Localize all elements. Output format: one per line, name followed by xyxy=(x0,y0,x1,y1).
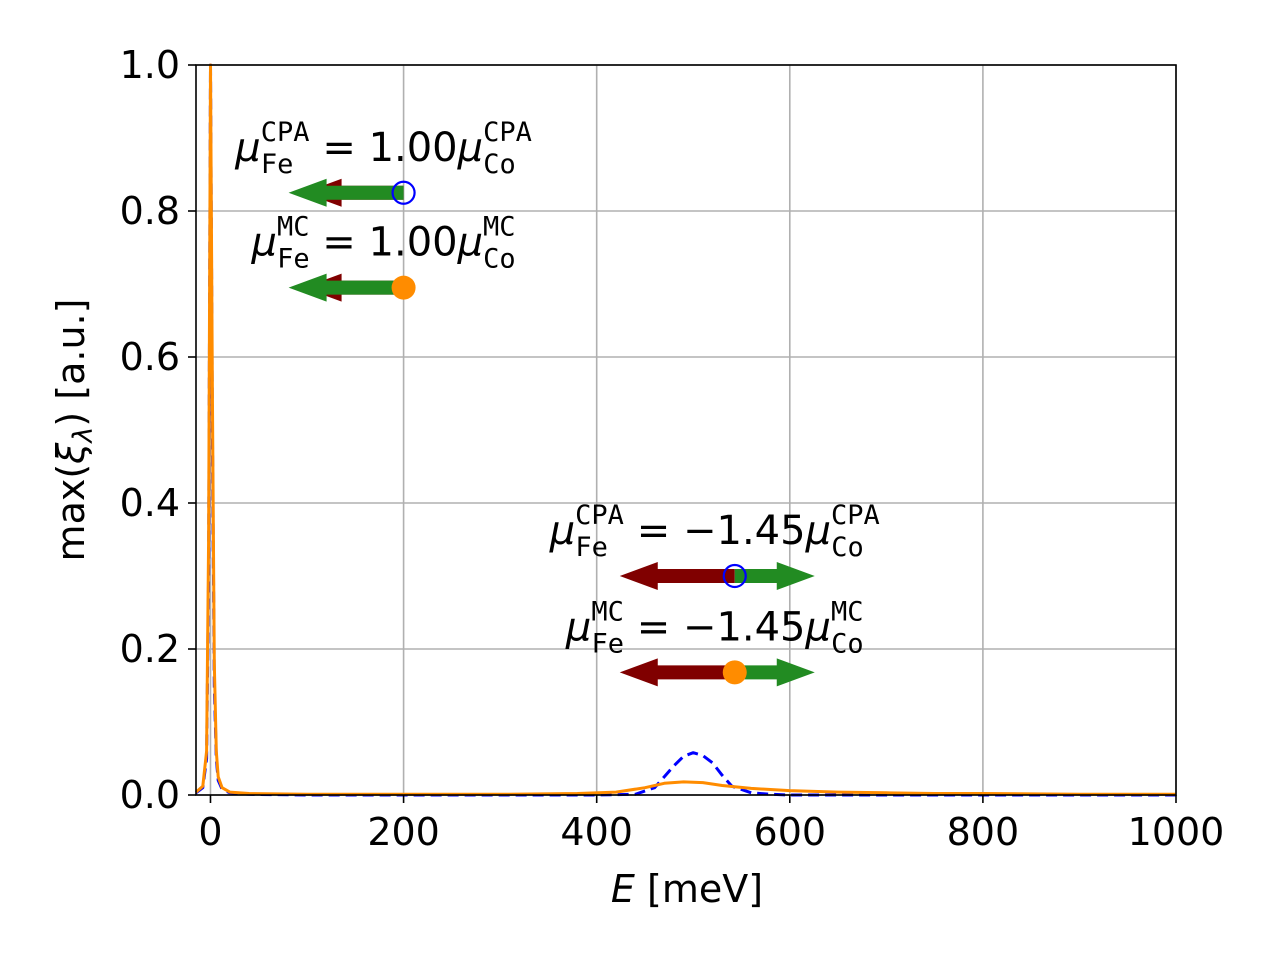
annotation-1: μMC Fe = 1.00μMC Co xyxy=(250,212,516,302)
y-tick-label: 0.8 xyxy=(120,189,180,233)
x-axis-label-unit: [meV] xyxy=(635,867,763,911)
moment-arrow xyxy=(734,658,815,687)
annotation-2: μCPA Fe = −1.45μCPA Co xyxy=(549,500,880,590)
annotation-0: μCPA Fe = 1.00μCPA Co xyxy=(234,117,532,207)
marker-filled-circle xyxy=(391,275,416,300)
y-axis-label-post: ) [a.u.] xyxy=(49,299,93,427)
annotation-text-part: μ xyxy=(565,604,591,650)
annotation-text-part: μ xyxy=(250,220,276,266)
y-axis-label-pre: max( xyxy=(49,464,93,562)
y-tick-label: 0.6 xyxy=(120,335,180,379)
annotation-text-part: MC xyxy=(831,596,864,627)
annotation-text-part: CPA xyxy=(483,117,532,148)
y-axis-label-sub: λ xyxy=(68,427,99,445)
x-tick-label: 200 xyxy=(367,810,440,854)
annotation-text-part: Fe xyxy=(575,532,608,563)
annotation-text-part: MC xyxy=(277,212,310,243)
y-axis-label-var: ξ xyxy=(49,442,93,465)
annotation-text-part: = 1.00 xyxy=(310,125,458,171)
moment-arrow xyxy=(734,562,815,590)
annotation-text-part: μ xyxy=(805,508,831,554)
annotation-text-part: = 1.00 xyxy=(310,220,458,266)
annotation-label: μMC Fe = 1.00μMC Co xyxy=(250,212,515,275)
annotation-label: μMC Fe = −1.45μMC Co xyxy=(565,596,864,659)
annotation-text-part: Fe xyxy=(261,149,294,180)
annotation-label: μCPA Fe = 1.00μCPA Co xyxy=(234,117,532,180)
x-axis-label: E [meV] xyxy=(611,867,763,911)
annotation-text-part: MC xyxy=(483,212,516,243)
annotation-text-part: μ xyxy=(457,125,483,171)
moment-arrow xyxy=(619,658,735,687)
x-axis-label-var: E xyxy=(611,867,635,911)
x-tick-label: 800 xyxy=(947,810,1020,854)
plot-frame xyxy=(195,64,1177,796)
annotation-text-part: MC xyxy=(591,596,624,627)
moment-arrow xyxy=(288,273,404,302)
moment-arrow xyxy=(619,562,735,590)
series-group xyxy=(195,63,1176,797)
marker-filled-circle xyxy=(722,660,747,685)
annotation-text-part: μ xyxy=(549,508,575,554)
annotation-label: μCPA Fe = −1.45μCPA Co xyxy=(549,500,880,563)
y-tick-label: 0.2 xyxy=(120,627,180,671)
annotation-text-part: Co xyxy=(483,244,516,275)
moment-arrow xyxy=(288,178,404,207)
annotation-text-part: CPA xyxy=(575,500,624,531)
annotation-text-part: Co xyxy=(831,532,864,563)
annotation-text-part: CPA xyxy=(261,117,310,148)
marker-open-circle xyxy=(722,563,747,589)
annotation-text-part: Fe xyxy=(591,628,624,659)
annotation-text-part: = −1.45 xyxy=(624,604,806,650)
y-ticks: 0.0 0.2 0.4 0.6 0.8 1.0 xyxy=(120,43,196,817)
annotation-text-part: μ xyxy=(805,604,831,650)
annotation-text-part: μ xyxy=(234,125,260,171)
x-tick-label: 0 xyxy=(198,810,222,854)
y-tick-label: 0.0 xyxy=(120,773,180,817)
x-tick-label: 1000 xyxy=(1128,810,1225,854)
x-tick-label: 400 xyxy=(560,810,633,854)
x-tick-label: 600 xyxy=(754,810,827,854)
x-ticks: 0 200 400 600 800 1000 xyxy=(198,795,1224,854)
y-tick-label: 1.0 xyxy=(120,43,180,87)
y-axis-label: max(ξλ) [a.u.] xyxy=(49,299,99,562)
annotation-text-part: μ xyxy=(457,220,483,266)
series-line-solid xyxy=(195,63,1176,796)
annotation-text-part: Co xyxy=(483,149,516,180)
annotation-text-part: CPA xyxy=(831,500,880,531)
annotation-text-part: Fe xyxy=(277,244,310,275)
annotation-text-part: Co xyxy=(831,628,864,659)
marker-open-circle xyxy=(391,180,416,205)
annotation-3: μMC Fe = −1.45μMC Co xyxy=(565,596,864,687)
annotation-text-part: = −1.45 xyxy=(624,508,806,554)
y-tick-label: 0.4 xyxy=(120,481,180,525)
